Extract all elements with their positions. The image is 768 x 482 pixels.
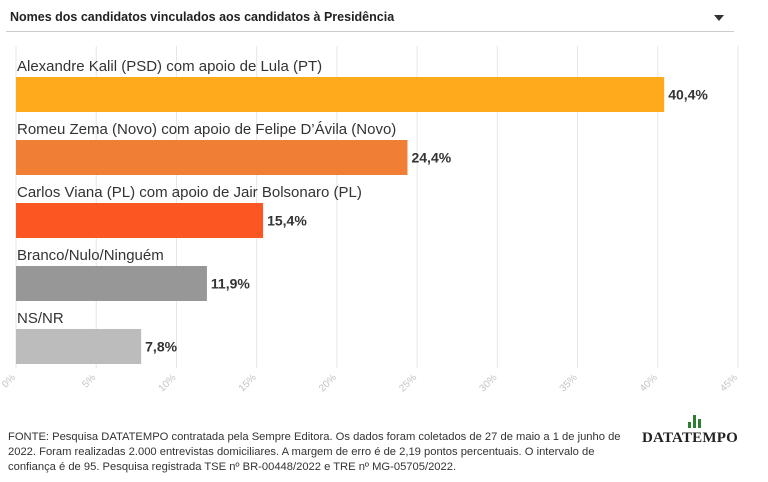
value-label: 40,4%: [668, 87, 708, 103]
x-tick-label: 30%: [478, 372, 500, 394]
x-tick-label: 15%: [237, 372, 259, 394]
question-selector-label: Nomes dos candidatos vinculados aos cand…: [10, 10, 395, 24]
value-label: 7,8%: [145, 339, 177, 355]
x-tick-label: 0%: [0, 372, 18, 390]
value-label: 15,4%: [267, 213, 307, 229]
bar: [16, 266, 207, 301]
x-tick-label: 5%: [80, 372, 98, 390]
source-note: FONTE: Pesquisa DATATEMPO contratada pel…: [8, 431, 621, 473]
value-label: 24,4%: [411, 150, 451, 166]
bar: [16, 77, 665, 112]
category-label: NS/NR: [17, 310, 64, 327]
category-label: Carlos Viana (PL) com apoio de Jair Bols…: [17, 184, 362, 201]
bar-chart: 0% 5% 10% 15% 20% 25% 30% 35% 40% 45% Alexandre Ka…: [0, 46, 740, 394]
x-tick-label: 20%: [317, 372, 339, 394]
datatempo-logo: DATATEMPO: [642, 414, 746, 450]
x-tick-label: 10%: [157, 372, 179, 394]
x-tick-label: 45%: [718, 372, 740, 394]
category-label: Alexandre Kalil (PSD) com apoio de Lula …: [17, 58, 322, 75]
logo-text: DATATEMPO: [642, 430, 738, 446]
question-selector[interactable]: Nomes dos candidatos vinculados aos cand…: [6, 4, 734, 32]
x-tick-label: 40%: [638, 372, 660, 394]
bar: [16, 140, 408, 175]
bar: [16, 329, 142, 364]
bar: [16, 203, 264, 238]
category-label: Romeu Zema (Novo) com apoio de Felipe D’…: [17, 121, 396, 138]
category-label: Branco/Nulo/Ninguém: [17, 247, 164, 264]
x-tick-label: 25%: [397, 372, 419, 394]
x-tick-label: 35%: [558, 372, 580, 394]
logo-bars-icon: [688, 414, 702, 428]
value-label: 11,9%: [211, 276, 250, 292]
chevron-down-icon[interactable]: [714, 15, 724, 21]
